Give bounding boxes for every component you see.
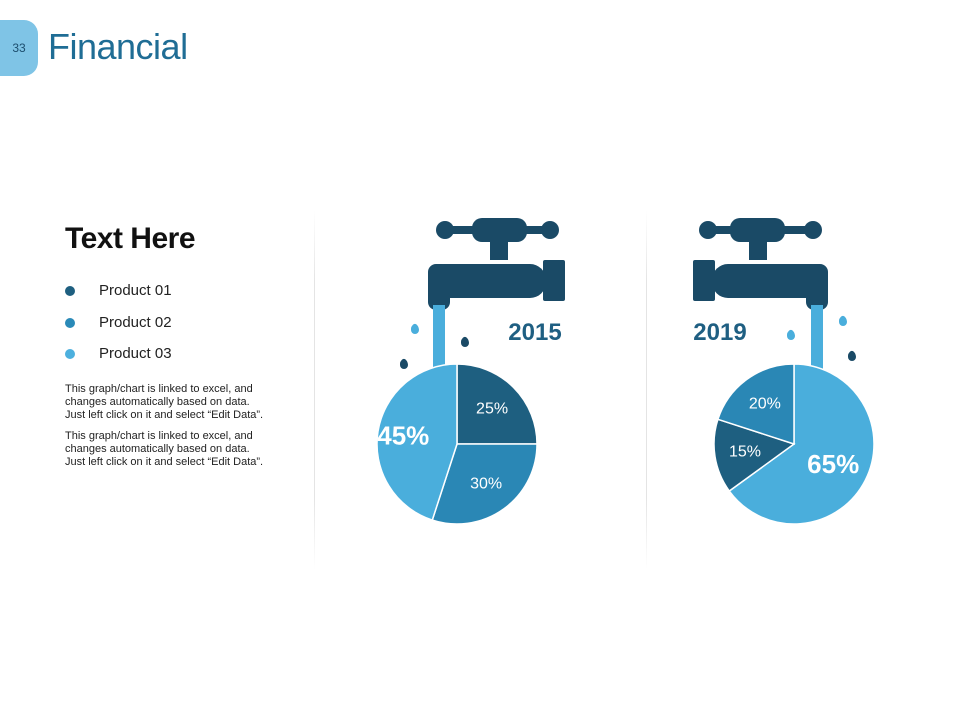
- pie-chart-2019: 65% 15% 20%: [713, 363, 875, 525]
- description-text: This graph/chart is linked to excel, and…: [65, 429, 264, 468]
- faucet-icon: [428, 218, 565, 310]
- legend-item-product-03: Product 03: [65, 345, 295, 377]
- pie-slice-label: 45%: [377, 420, 429, 450]
- legend-item-product-01: Product 01: [65, 282, 295, 314]
- water-drop-icon: [411, 323, 419, 334]
- pie-slice-label: 15%: [729, 443, 761, 460]
- faucet-icon: [693, 218, 828, 310]
- chart-title-2015: 2015: [508, 319, 561, 346]
- pie-slice-label: 25%: [476, 400, 508, 417]
- pie-slice-label: 30%: [470, 476, 502, 493]
- pie-slice-15: [713, 418, 796, 493]
- text-panel: Text Here Product 01 Product 02 Product …: [65, 222, 295, 477]
- pie-slice-45: [376, 363, 458, 522]
- page-number: 33: [12, 41, 26, 55]
- pie-slice-25: [456, 363, 538, 445]
- pie-slice-65: [728, 363, 875, 525]
- legend-dot-icon: [65, 317, 75, 328]
- pie-slice-20: [716, 363, 795, 446]
- water-drop-icon: [787, 329, 795, 340]
- legend-label: Product 01: [99, 282, 172, 299]
- water-drop-icon: [461, 336, 469, 347]
- legend-label: Product 03: [99, 345, 172, 362]
- pie-slice-label: 65%: [807, 449, 859, 479]
- page-number-badge: 33: [0, 20, 38, 76]
- pie-slice-label: 20%: [749, 395, 781, 412]
- water-stream: [433, 305, 445, 373]
- section-heading: Text Here: [65, 222, 196, 255]
- chart-title-2019: 2019: [693, 319, 746, 346]
- water-drop-icon: [839, 315, 847, 326]
- legend-label: Product 02: [99, 313, 172, 331]
- legend: Product 01 Product 02 Product 03: [65, 282, 295, 377]
- divider: [646, 210, 647, 570]
- water-drop-icon: [848, 350, 856, 361]
- legend-dot-icon: [65, 349, 75, 359]
- water-stream: [811, 305, 823, 373]
- legend-item-product-02: Product 02: [65, 314, 295, 346]
- description-text: This graph/chart is linked to excel, and…: [65, 382, 264, 421]
- pie-chart-2015: 25% 30% 45%: [376, 363, 538, 525]
- divider: [314, 210, 315, 570]
- legend-dot-icon: [65, 286, 75, 296]
- water-drop-icon: [400, 358, 408, 369]
- page-title: Financial: [48, 26, 188, 67]
- pie-slice-30: [431, 443, 538, 525]
